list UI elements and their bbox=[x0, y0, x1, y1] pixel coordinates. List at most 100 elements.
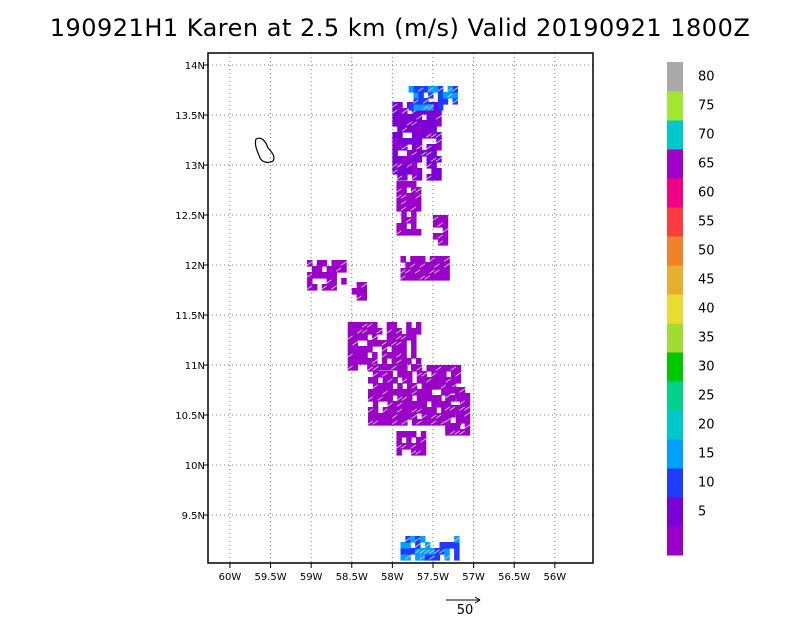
wind-cell bbox=[331, 260, 337, 267]
wind-barb bbox=[438, 548, 446, 554]
wind-barb bbox=[432, 215, 440, 221]
wind-cell bbox=[406, 229, 412, 236]
wind-barb bbox=[395, 187, 403, 193]
wind-cell bbox=[459, 417, 466, 424]
wind-barb bbox=[435, 365, 443, 371]
wind-barb bbox=[335, 266, 343, 272]
wind-barb bbox=[437, 233, 444, 239]
wind-cell bbox=[450, 395, 457, 402]
wind-cell bbox=[372, 407, 379, 414]
wind-cell bbox=[459, 411, 466, 418]
wind-cell bbox=[406, 377, 413, 384]
wind-cell bbox=[436, 168, 442, 175]
wind-barb bbox=[421, 150, 428, 156]
wind-cell bbox=[415, 554, 421, 561]
wind-barb bbox=[391, 108, 399, 114]
wind-barb bbox=[347, 352, 354, 358]
wind-barb bbox=[401, 126, 409, 132]
wind-cell bbox=[331, 266, 337, 273]
wind-cell bbox=[396, 181, 402, 188]
wind-barb bbox=[412, 98, 420, 104]
wind-barb bbox=[429, 554, 436, 560]
wind-cell bbox=[416, 132, 423, 139]
wind-barb bbox=[410, 187, 418, 193]
wind-barb bbox=[391, 340, 398, 346]
wind-cell bbox=[406, 150, 413, 157]
wind-cell bbox=[402, 168, 408, 175]
colorbar-segment bbox=[667, 294, 683, 324]
y-tick-label: 11N bbox=[185, 361, 205, 372]
wind-barb bbox=[391, 419, 399, 425]
wind-barb bbox=[396, 395, 404, 401]
wind-barb bbox=[399, 268, 407, 274]
wind-cell bbox=[445, 383, 452, 390]
colorbar-segment bbox=[667, 410, 683, 440]
wind-barb bbox=[427, 104, 435, 110]
wind-cell bbox=[441, 371, 447, 378]
wind-barb bbox=[443, 554, 451, 560]
wind-cell bbox=[316, 266, 323, 273]
wind-barb bbox=[414, 536, 422, 542]
wind-cell bbox=[411, 162, 418, 169]
wind-cell bbox=[444, 268, 450, 275]
wind-cell bbox=[411, 346, 417, 353]
wind-cell bbox=[415, 274, 421, 281]
wind-cell bbox=[441, 377, 447, 384]
wind-cell bbox=[431, 114, 437, 121]
x-tick-label: 56.5W bbox=[498, 572, 530, 583]
wind-cell bbox=[426, 365, 432, 372]
wind-barb bbox=[386, 377, 394, 383]
wind-cell bbox=[311, 266, 318, 273]
wind-barb bbox=[306, 272, 314, 278]
colorbar-label: 50 bbox=[698, 244, 715, 259]
plot-frame bbox=[207, 52, 594, 564]
wind-barb bbox=[411, 389, 418, 395]
wind-cell bbox=[397, 383, 403, 390]
wind-cell bbox=[377, 413, 384, 420]
wind-barb bbox=[366, 322, 374, 328]
wind-cell bbox=[381, 364, 388, 371]
wind-cell bbox=[405, 548, 411, 555]
wind-cell bbox=[347, 358, 354, 365]
wind-cell bbox=[352, 358, 359, 365]
wind-barb bbox=[435, 413, 443, 419]
wind-cell bbox=[392, 114, 398, 121]
wind-region-north-blue bbox=[391, 102, 443, 181]
wind-cell bbox=[449, 542, 455, 549]
wind-cell bbox=[397, 108, 403, 115]
wind-barb bbox=[404, 536, 412, 542]
colorbar-label: 40 bbox=[698, 302, 715, 317]
y-tick-label: 14N bbox=[185, 61, 205, 72]
wind-barb bbox=[382, 407, 389, 413]
wind-cell bbox=[357, 346, 363, 353]
wind-cell bbox=[454, 554, 460, 561]
wind-barb bbox=[361, 322, 369, 328]
wind-barb bbox=[427, 86, 435, 92]
wind-cell bbox=[397, 168, 403, 175]
wind-barb bbox=[395, 340, 403, 346]
wind-cell bbox=[410, 268, 416, 275]
wind-barb bbox=[422, 98, 430, 104]
wind-barb bbox=[430, 413, 438, 419]
wind-barb bbox=[449, 405, 457, 411]
wind-cell bbox=[410, 256, 416, 263]
wind-barb bbox=[459, 387, 466, 393]
wind-cell bbox=[411, 340, 417, 347]
wind-cell bbox=[431, 407, 437, 414]
wind-cell bbox=[411, 193, 417, 200]
wind-barb bbox=[453, 536, 461, 542]
wind-cell bbox=[410, 548, 416, 555]
wind-cell bbox=[445, 429, 451, 436]
wind-cell bbox=[336, 260, 342, 267]
wind-cell bbox=[444, 542, 450, 549]
wind-cell bbox=[401, 229, 407, 236]
wind-cell bbox=[316, 272, 323, 279]
wind-barb bbox=[381, 346, 388, 352]
wind-region-south-purple-2 bbox=[367, 365, 462, 426]
wind-cell bbox=[411, 199, 417, 206]
wind-barb bbox=[372, 419, 379, 425]
wind-cell bbox=[415, 199, 422, 206]
wind-cell bbox=[401, 211, 407, 218]
wind-cell bbox=[424, 554, 431, 561]
wind-cell bbox=[408, 104, 415, 111]
